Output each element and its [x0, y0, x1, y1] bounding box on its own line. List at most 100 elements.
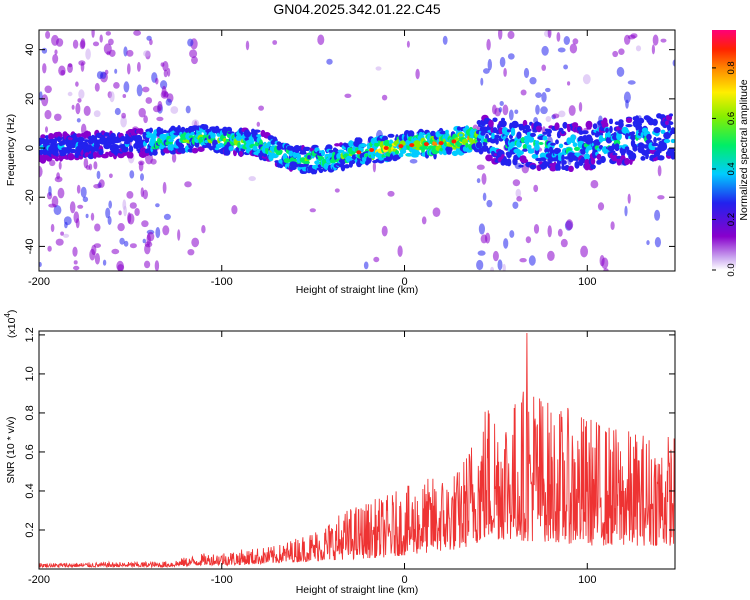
spectrogram-noise-blob: [476, 259, 484, 271]
spectrogram-noise-blob: [67, 63, 73, 73]
spectrogram-noise-blob: [533, 184, 539, 193]
snr-x-label: Height of straight line (km): [296, 584, 419, 596]
spectrogram-band-blob: [177, 143, 185, 149]
spectrogram-noise-blob: [62, 233, 70, 238]
spectrogram-noise-blob: [170, 106, 179, 114]
spectrogram-band-blob: [54, 157, 60, 162]
spectrogram-band-blob: [605, 127, 609, 134]
spectrogram-noise-blob: [535, 92, 542, 98]
spectrogram-noise-blob: [129, 202, 137, 209]
spectrogram-band-blob: [387, 133, 395, 138]
spectrogram-noise-blob: [126, 191, 134, 199]
spectrogram-band-blob: [510, 129, 516, 137]
spectrogram-band-blob: [534, 143, 540, 151]
spectrogram-band-blob: [465, 142, 469, 148]
spectrogram-noise-blob: [334, 188, 340, 193]
spectrogram-band-blob: [561, 154, 565, 162]
spectrogram-band-blob: [489, 136, 497, 144]
spectrogram-noise-blob: [126, 49, 134, 57]
spectrogram-band-blob: [618, 121, 624, 128]
spectrogram-band-blob: [407, 130, 415, 138]
spectrogram-band-blob: [536, 126, 542, 133]
spectrogram-noise-blob: [545, 116, 552, 122]
spectrogram-noise-blob: [163, 91, 169, 98]
spectrogram-x-tick-label: 100: [578, 276, 596, 288]
spectrogram-noise-blob: [93, 161, 98, 170]
spectrogram-band-blob: [256, 134, 262, 138]
spectrogram-noise-blob: [41, 94, 49, 107]
spectrogram-noise-blob: [149, 39, 153, 46]
spectrogram-noise-blob: [109, 173, 113, 179]
spectrogram-noise-blob: [144, 243, 151, 255]
spectrogram-band-blob: [239, 150, 243, 158]
spectrogram-noise-blob: [89, 248, 96, 261]
spectrogram-noise-blob: [624, 205, 628, 217]
spectrogram-band-blob: [668, 121, 674, 126]
spectrogram-noise-blob: [96, 170, 101, 180]
spectrogram-noise-blob: [248, 176, 256, 182]
spectrogram-noise-blob: [486, 38, 491, 51]
spectrogram-noise-blob: [77, 98, 82, 103]
spectrogram-noise-blob: [547, 30, 552, 39]
spectrogram-band-blob: [406, 153, 412, 157]
spectrogram-band-blob: [355, 137, 363, 144]
spectrogram-noise-blob: [627, 80, 636, 85]
spectrogram-band-blob: [77, 136, 85, 142]
spectrogram-band-blob: [67, 153, 75, 161]
spectrogram-noise-blob: [121, 112, 126, 119]
spectrogram-band-blob: [669, 130, 675, 134]
spectrogram-noise-blob: [582, 74, 591, 85]
spectrogram-noise-blob: [85, 48, 91, 60]
spectrogram-band-blob: [670, 154, 675, 160]
spectrogram-noise-blob: [64, 221, 68, 229]
spectrogram-noise-blob: [507, 53, 515, 60]
spectrogram-peak: [423, 142, 429, 147]
spectrogram-noise-blob: [660, 38, 667, 43]
spectrogram-noise-blob: [512, 179, 521, 187]
spectrogram-band-blob: [600, 155, 606, 164]
spectrogram-band-blob: [526, 144, 532, 150]
spectrogram-noise-blob: [535, 104, 540, 115]
spectrogram-band-blob: [518, 164, 524, 168]
spectrogram-noise-blob: [98, 179, 105, 188]
spectrogram-noise-blob: [136, 84, 143, 97]
spectrogram-noise-blob: [94, 252, 100, 265]
spectrogram-noise-blob: [545, 87, 551, 93]
spectrogram-band-blob: [585, 120, 593, 129]
snr-x-tick-label: -200: [28, 574, 50, 586]
spectrogram-noise-blob: [92, 41, 100, 47]
spectrogram-noise-blob: [39, 91, 43, 101]
snr-y-label: SNR (10 * v/v): [5, 416, 17, 483]
spectrogram-band-blob: [640, 156, 646, 161]
spectrogram-band-blob: [223, 148, 231, 156]
spectrogram-noise-blob: [409, 159, 418, 164]
spectrogram-band-blob: [531, 153, 539, 159]
spectrogram-noise-blob: [162, 181, 167, 194]
spectrogram-band-blob: [625, 124, 633, 128]
spectrogram-band-blob: [495, 138, 499, 145]
spectrogram-noise-blob: [123, 240, 129, 247]
spectrogram-noise-blob: [120, 115, 127, 128]
spectrogram-band-blob: [491, 132, 495, 140]
spectrogram-band-blob: [456, 126, 462, 131]
colorbar-tick-label: 0.4: [726, 162, 737, 175]
spectrogram-noise-blob: [162, 60, 169, 72]
spectrogram-noise-blob: [421, 216, 427, 225]
spectrogram-noise-blob: [344, 93, 352, 99]
spectrogram-band-blob: [652, 118, 658, 126]
spectrogram-noise-blob: [508, 109, 514, 121]
spectrogram-noise-blob: [578, 102, 583, 112]
spectrogram-noise-blob: [492, 250, 499, 262]
spectrogram-band-blob: [590, 164, 596, 170]
spectrogram-noise-blob: [541, 92, 547, 103]
spectrogram-band-blob: [197, 146, 205, 152]
spectrogram-band-blob: [105, 151, 109, 156]
spectrogram-noise-blob: [512, 201, 519, 209]
spectrogram-noise-blob: [616, 66, 625, 77]
spectrogram-band-blob: [475, 141, 483, 149]
spectrogram-band-blob: [498, 127, 504, 135]
spectrogram-noise-blob: [498, 107, 503, 113]
spectrogram-band-blob: [624, 157, 630, 166]
spectrogram-noise-blob: [140, 173, 144, 181]
